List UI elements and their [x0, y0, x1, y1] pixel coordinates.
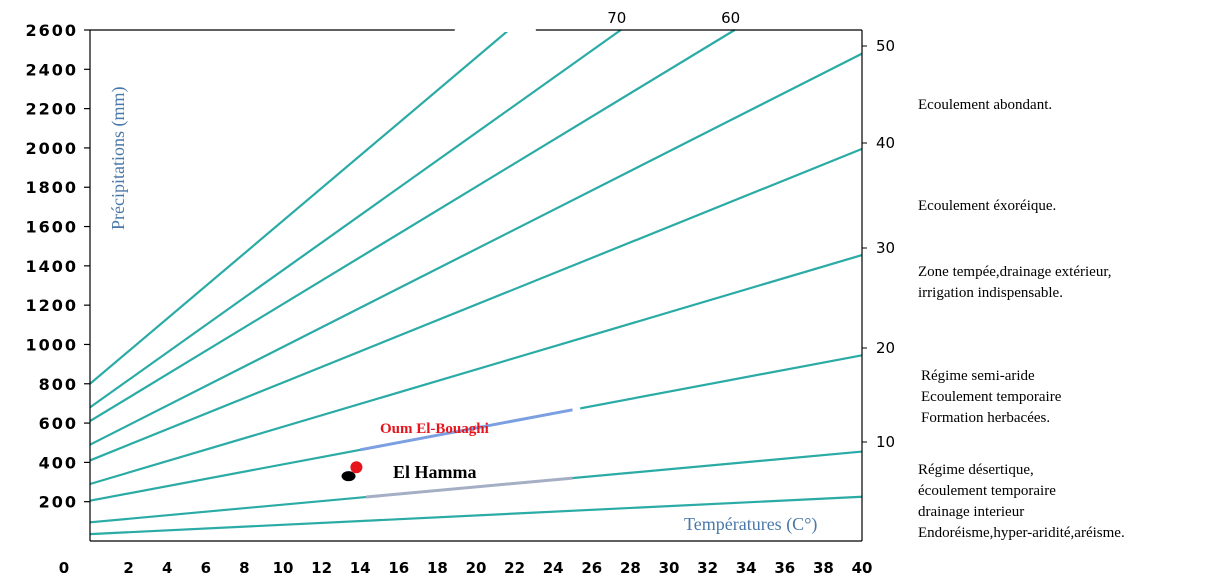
x-tick-label: 0 [59, 559, 69, 577]
station-label-el-hamma: El Hamma [393, 462, 477, 482]
x-tick-label: 12 [311, 559, 332, 577]
y-tick-label: 1400 [25, 257, 78, 276]
isoline-1 [89, 495, 863, 536]
x-tick-label: 2 [123, 559, 133, 577]
y-tick-labels: 200 400 600 800 1000 1200 1400 1600 1800 2000 2200… [25, 21, 90, 512]
x-tick-label: 28 [620, 559, 641, 577]
station-highlights [352, 18, 581, 500]
x-tick-label: 10 [273, 559, 294, 577]
isoline-6 [89, 52, 863, 446]
y-tick-label: 1800 [25, 178, 78, 197]
top-isoline-label: 60 [721, 9, 740, 27]
top-isoline-labels: 70 60 [607, 9, 740, 27]
x-tick-label: 22 [504, 559, 525, 577]
isoline-5 [89, 147, 863, 462]
station-point-oum-el-bouaghi [350, 461, 363, 474]
x-tick-label: 40 [852, 559, 873, 577]
isoline-7 [89, 29, 736, 423]
y-tick-label: 200 [39, 493, 78, 512]
x-tick-label: 32 [697, 559, 718, 577]
x-tick-label: 24 [543, 559, 564, 577]
right-tick-label: 50 [876, 37, 895, 55]
isolines [89, 29, 863, 536]
x-tick-label: 36 [774, 559, 795, 577]
x-tick-label: 26 [581, 559, 602, 577]
y-tick-label: 2600 [25, 21, 78, 40]
y-tick-label: 1600 [25, 218, 78, 237]
y-tick-label: 2200 [25, 100, 78, 119]
x-tick-label: 6 [201, 559, 211, 577]
y-tick-label: 1000 [25, 335, 78, 354]
axes [89, 29, 863, 542]
right-tick-label: 10 [876, 433, 895, 451]
x-tick-label: 8 [239, 559, 249, 577]
y-tick-label: 2400 [25, 60, 78, 79]
x-tick-label: 16 [388, 559, 409, 577]
top-isoline-label: 70 [607, 9, 626, 27]
x-tick-labels: 0 2 4 6 8 10 12 14 16 18 20 22 24 26 28 30 32 34 36 38 40 [59, 559, 873, 577]
highlight-mask-upper [352, 407, 581, 438]
x-tick-label: 34 [736, 559, 757, 577]
station-point-el-hamma [341, 471, 356, 482]
right-axis-tick-labels: 10 20 30 40 50 [862, 37, 895, 451]
highlight-segment-upper [359, 408, 573, 452]
y-tick-label: 800 [39, 375, 78, 394]
y-axis-title: Précipitations (mm) [108, 87, 129, 230]
x-tick-label: 38 [813, 559, 834, 577]
stations: Oum El-Bouaghi El Hamma [341, 421, 489, 482]
x-tick-label: 18 [427, 559, 448, 577]
y-tick-label: 600 [39, 414, 78, 433]
y-tick-label: 400 [39, 453, 78, 472]
right-tick-label: 20 [876, 339, 895, 357]
isoline-8 [89, 29, 622, 409]
y-tick-label: 1200 [25, 296, 78, 315]
x-tick-label: 20 [466, 559, 487, 577]
y-tick-label: 2000 [25, 139, 78, 158]
x-axis-title: Températures (C°) [684, 514, 817, 535]
right-tick-label: 40 [876, 134, 895, 152]
x-tick-label: 30 [659, 559, 680, 577]
highlight-segment-lower [365, 476, 573, 499]
isoline-4 [89, 253, 863, 486]
x-tick-label: 14 [350, 559, 371, 577]
right-tick-label: 30 [876, 239, 895, 257]
station-label-oum-el-bouaghi: Oum El-Bouaghi [380, 421, 489, 437]
isoline-9 [89, 29, 510, 385]
top-gap [454, 18, 536, 32]
x-tick-label: 4 [162, 559, 172, 577]
